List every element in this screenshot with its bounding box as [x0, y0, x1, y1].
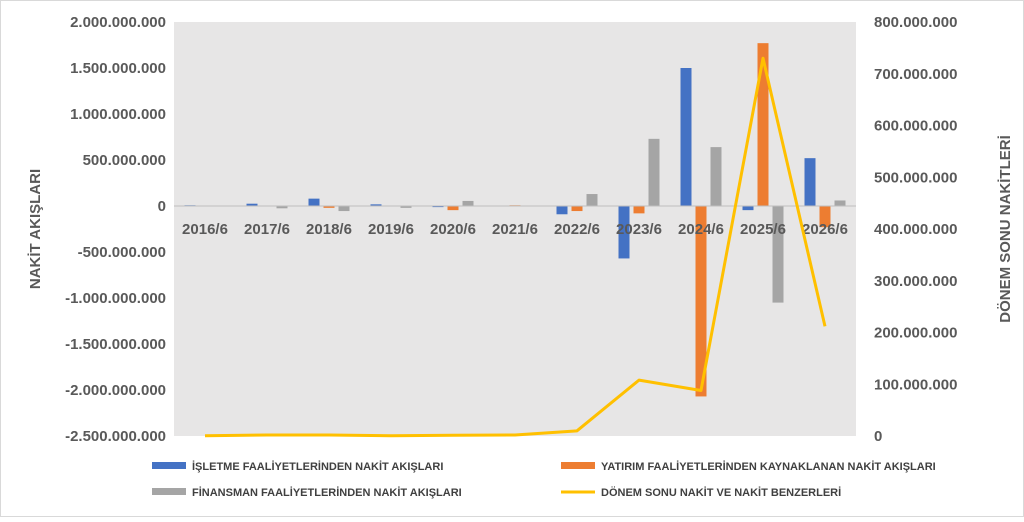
y-tick-label: 1.500.000.000	[70, 60, 166, 77]
y2-tick-label: 600.000.000	[874, 118, 957, 135]
x-tick-label: 2022/6	[554, 221, 600, 238]
bar-1-2017/6	[246, 203, 258, 206]
y-tick-label: 2.000.000.000	[70, 14, 166, 31]
legend-label-1: İŞLETME FAALİYETLERİNDEN NAKİT AKIŞLARI	[192, 460, 443, 473]
y-tick-label: -2.000.000.000	[65, 382, 166, 399]
x-tick-label: 2016/6	[182, 221, 228, 238]
legend-swatch-1	[152, 462, 186, 469]
bar-2-2023/6	[633, 206, 645, 214]
bar-3-2023/6	[648, 138, 660, 206]
y-tick-label: 1.000.000.000	[70, 106, 166, 123]
legend-label-2: YATIRIM FAALİYETLERİNDEN KAYNAKLANAN NAK…	[601, 460, 936, 473]
bar-3-2026/6	[834, 200, 846, 206]
x-tick-label: 2025/6	[740, 221, 786, 238]
bar-3-2018/6	[338, 206, 350, 212]
y-tick-label: 500.000.000	[83, 152, 166, 169]
legend-label-3: FİNANSMAN FAALİYETLERİNDEN NAKİT AKIŞLAR…	[192, 486, 462, 499]
legend-label-4: DÖNEM SONU NAKİT VE NAKİT BENZERLERİ	[601, 486, 841, 499]
legend-swatch-3	[152, 488, 186, 495]
y2-tick-label: 0	[874, 428, 882, 445]
legend-swatch-2	[561, 462, 595, 469]
bar-2-2026/6	[819, 206, 831, 228]
x-tick-label: 2020/6	[430, 221, 476, 238]
bar-1-2022/6	[556, 206, 568, 215]
y2-tick-label: 500.000.000	[874, 169, 957, 186]
bar-1-2023/6	[618, 206, 630, 259]
bar-1-2018/6	[308, 198, 320, 206]
bar-2-2024/6	[695, 206, 707, 397]
y-axis-title: NAKİT AKIŞLARI	[27, 169, 44, 289]
y-tick-label: -2.500.000.000	[65, 428, 166, 445]
y2-tick-label: 800.000.000	[874, 14, 957, 31]
bar-1-2024/6	[680, 68, 692, 206]
bar-2-2018/6	[323, 206, 335, 208]
y2-tick-label: 100.000.000	[874, 376, 957, 393]
x-tick-label: 2018/6	[306, 221, 352, 238]
plot-area	[174, 22, 856, 436]
x-tick-label: 2023/6	[616, 221, 662, 238]
y-tick-label: -500.000.000	[78, 244, 166, 261]
y2-tick-label: 200.000.000	[874, 325, 957, 342]
bar-3-2022/6	[586, 194, 598, 206]
bar-1-2026/6	[804, 158, 816, 206]
bar-2-2020/6	[447, 206, 459, 211]
y-tick-label: -1.500.000.000	[65, 336, 166, 353]
x-tick-label: 2021/6	[492, 221, 538, 238]
y2-tick-label: 400.000.000	[874, 221, 957, 238]
bar-2-2022/6	[571, 206, 583, 212]
bar-2-2025/6	[757, 43, 769, 206]
line-series-cash-balance	[204, 56, 827, 438]
bar-3-2025/6	[772, 206, 784, 303]
x-tick-label: 2024/6	[678, 221, 724, 238]
x-tick-label: 2026/6	[802, 221, 848, 238]
bar-3-2017/6	[276, 206, 288, 209]
bar-1-2025/6	[742, 206, 754, 211]
x-tick-label: 2019/6	[368, 221, 414, 238]
bar-1-2020/6	[432, 206, 444, 208]
bar-1-2019/6	[370, 204, 382, 206]
y2-axis-title: DÖNEM SONU NAKİTLERİ	[997, 135, 1014, 323]
y-tick-label: -1.000.000.000	[65, 290, 166, 307]
bar-3-2024/6	[710, 147, 722, 206]
y-tick-label: 0	[158, 198, 166, 215]
y2-tick-label: 700.000.000	[874, 66, 957, 83]
bar-3-2019/6	[400, 206, 412, 208]
y2-tick-label: 300.000.000	[874, 273, 957, 290]
x-tick-label: 2017/6	[244, 221, 290, 238]
bar-3-2020/6	[462, 200, 474, 206]
